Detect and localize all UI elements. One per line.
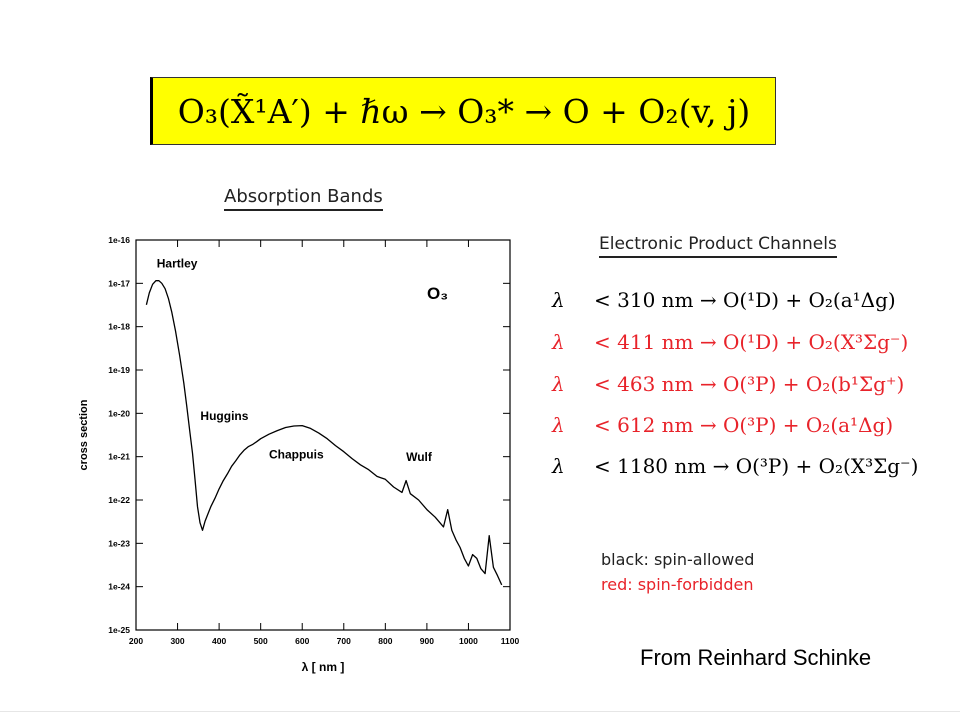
channel-row: λ < 310 nm → O(¹D) + O₂(a¹Δg)	[552, 287, 896, 313]
absorption-chart: 200 300 400 500 600 700 800 900 1000 1100 1e-16 1e-…	[78, 235, 519, 674]
spin-allowed-note: black: spin-allowed	[601, 550, 755, 569]
x-tick-label: 200	[129, 636, 143, 646]
spin-forbidden-note: red: spin-forbidden	[601, 575, 754, 594]
x-tick-label: 300	[170, 636, 184, 646]
channel-row: λ < 463 nm → O(³P) + O₂(b¹Σg⁺)	[552, 371, 904, 397]
channel-text: < 310 nm → O(¹D) + O₂(a¹Δg)	[594, 288, 896, 312]
absorption-bands-title: Absorption Bands	[224, 186, 383, 211]
plot-frame	[135, 239, 511, 631]
band-annotations: Hartley Huggins Chappuis Wulf	[157, 257, 433, 464]
lambda-symbol: λ	[552, 330, 565, 354]
tick-labels: 200 300 400 500 600 700 800 900 1000 1100 1e-16 1e-…	[108, 235, 519, 646]
channel-row: λ < 411 nm → O(¹D) + O₂(X³Σg⁻)	[552, 329, 908, 355]
y-tick-label: 1e-16	[108, 235, 130, 245]
band-label: Huggins	[200, 409, 248, 423]
axis-ticks	[135, 239, 511, 631]
lambda-symbol: λ	[552, 413, 565, 437]
x-tick-label: 600	[295, 636, 309, 646]
channel-text: < 411 nm → O(¹D) + O₂(X³Σg⁻)	[594, 330, 909, 354]
y-tick-label: 1e-17	[108, 278, 130, 288]
bottom-rule	[0, 711, 960, 712]
y-tick-label: 1e-19	[108, 365, 130, 375]
x-tick-label: 700	[337, 636, 351, 646]
y-tick-label: 1e-24	[108, 582, 130, 592]
x-tick-label: 800	[378, 636, 392, 646]
credit-text: From Reinhard Schinke	[640, 645, 872, 670]
x-axis-label: λ [ nm ]	[302, 660, 345, 674]
equation-banner: O₃(X̃¹A′) + ℏω → O₃* → O + O₂(v, j)	[150, 77, 776, 145]
y-axis-label: cross section	[78, 399, 90, 470]
x-tick-label: 400	[212, 636, 226, 646]
channel-text: < 463 nm → O(³P) + O₂(b¹Σg⁺)	[594, 372, 905, 396]
band-label: Chappuis	[269, 448, 324, 462]
channel-row: λ < 612 nm → O(³P) + O₂(a¹Δg)	[552, 412, 893, 438]
x-tick-label: 1100	[501, 636, 520, 646]
channel-text: < 612 nm → O(³P) + O₂(a¹Δg)	[594, 413, 894, 437]
x-tick-label: 1000	[459, 636, 478, 646]
lambda-symbol: λ	[552, 454, 565, 478]
y-tick-label: 1e-18	[108, 322, 130, 332]
channel-text: < 1180 nm → O(³P) + O₂(X³Σg⁻)	[594, 454, 919, 478]
band-label: Hartley	[157, 257, 198, 271]
x-tick-label: 900	[420, 636, 434, 646]
species-label: O₃	[427, 284, 448, 303]
channel-row: λ < 1180 nm → O(³P) + O₂(X³Σg⁻)	[552, 453, 918, 479]
band-label: Wulf	[406, 450, 433, 464]
lambda-symbol: λ	[552, 288, 565, 312]
y-tick-label: 1e-20	[108, 408, 130, 418]
product-channels-title: Electronic Product Channels	[599, 234, 837, 258]
lambda-symbol: λ	[552, 372, 565, 396]
equation-text: O₃(X̃¹A′) + ℏω → O₃* → O + O₂(v, j)	[177, 92, 751, 131]
y-tick-label: 1e-21	[108, 452, 130, 462]
y-tick-label: 1e-25	[108, 625, 130, 635]
y-tick-label: 1e-22	[108, 495, 130, 505]
x-tick-label: 500	[254, 636, 268, 646]
series-line	[145, 280, 503, 586]
y-tick-label: 1e-23	[108, 538, 130, 548]
